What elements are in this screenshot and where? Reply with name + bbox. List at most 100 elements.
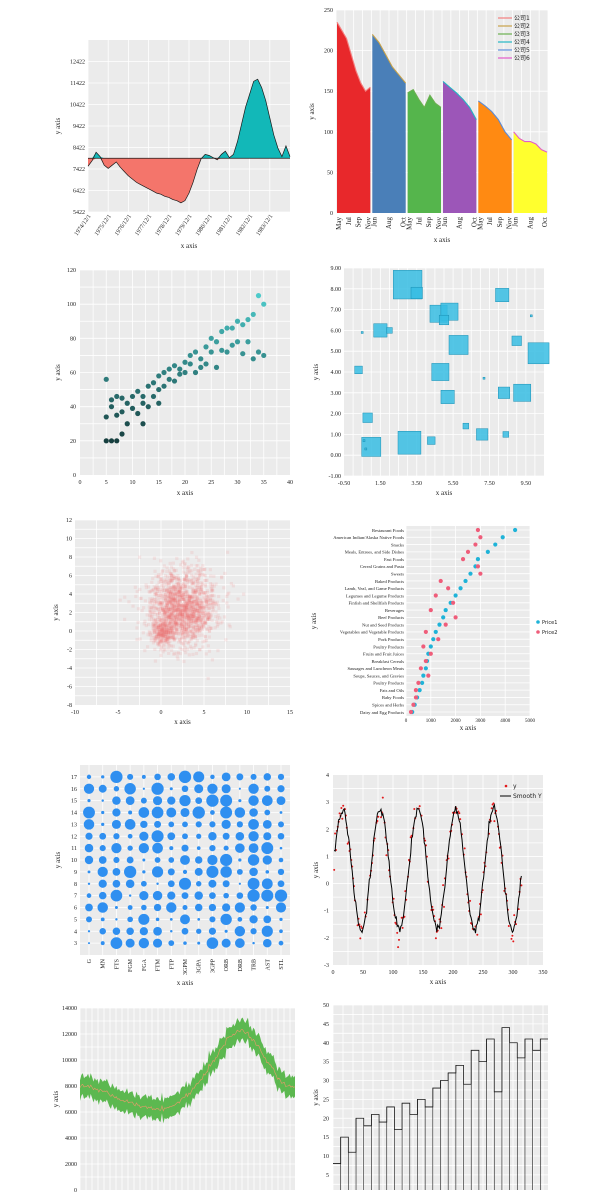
data-point [171, 606, 175, 610]
data-point [161, 621, 165, 626]
data-point [175, 600, 179, 604]
data-point [170, 625, 174, 629]
data-point [187, 598, 192, 602]
data-point [187, 625, 191, 629]
data-point [159, 596, 164, 600]
bubble [98, 891, 107, 900]
data-point [153, 639, 158, 643]
data-point [162, 627, 167, 632]
data-point [119, 409, 125, 415]
data-point [203, 361, 209, 367]
data-point [176, 631, 180, 635]
data-point [173, 601, 177, 605]
data-point [186, 614, 190, 619]
data-point [172, 596, 177, 600]
data-point [203, 574, 207, 578]
data-point [161, 369, 167, 376]
data-point [195, 587, 199, 592]
data-point [160, 633, 164, 638]
bubble [127, 916, 133, 923]
data-point [224, 349, 230, 355]
data-point [170, 627, 174, 631]
bubble [197, 941, 201, 945]
data-point [163, 638, 168, 642]
data-point [184, 599, 188, 603]
data-point [165, 569, 169, 574]
data-point [164, 595, 169, 599]
data-point [167, 615, 171, 619]
data-point [204, 600, 209, 605]
data-point [154, 592, 158, 596]
data-point [162, 639, 166, 643]
data-point [184, 625, 189, 629]
data-point [175, 608, 179, 612]
data-point [157, 635, 161, 639]
data-point [149, 589, 153, 593]
data-point [160, 631, 164, 635]
data-point [185, 604, 189, 608]
bubble [237, 916, 243, 922]
data-point [171, 613, 175, 617]
data-point [161, 612, 165, 617]
data-point [178, 646, 182, 650]
data-point [176, 585, 180, 589]
data-point [164, 631, 168, 635]
data-point [185, 647, 190, 651]
data-point [202, 615, 207, 619]
data-point [190, 592, 194, 596]
bubble [208, 903, 217, 912]
data-point [183, 648, 187, 652]
data-point [178, 593, 183, 597]
bubble [86, 916, 92, 923]
data-point [152, 585, 156, 589]
data-point [200, 625, 204, 629]
data-point [160, 606, 165, 610]
data-point [150, 631, 154, 635]
data-point [188, 624, 193, 628]
data-point [202, 592, 206, 596]
data-point [191, 581, 195, 585]
x-tick-label: 0 [332, 970, 335, 976]
data-point [173, 584, 177, 588]
bubble [154, 857, 161, 863]
data-point [168, 595, 172, 599]
data-point [191, 616, 195, 620]
bubble [87, 882, 91, 885]
data-point [191, 599, 195, 604]
bubble [261, 925, 273, 937]
data-point [157, 632, 161, 636]
data-point [207, 613, 211, 617]
data-point [190, 635, 195, 639]
data-point [190, 550, 194, 555]
data-point [359, 937, 362, 940]
data-point [169, 595, 173, 599]
data-point [201, 567, 205, 572]
x-tick-label: 30 [235, 480, 241, 486]
data-point [178, 608, 182, 612]
data-point [478, 535, 483, 540]
data-point [182, 592, 186, 596]
bubble [140, 820, 148, 829]
data-point [160, 600, 165, 604]
data-point [127, 600, 131, 604]
data-point [203, 584, 208, 588]
data-point [151, 604, 155, 608]
data-point [178, 602, 182, 606]
data-point [152, 556, 157, 560]
data-point [164, 615, 168, 619]
data-point [164, 632, 168, 636]
data-point [211, 608, 215, 612]
data-point [195, 609, 199, 613]
data-point [184, 608, 188, 612]
data-point [168, 600, 172, 604]
data-point [189, 601, 193, 605]
data-point [175, 632, 179, 636]
data-point [156, 373, 162, 379]
data-point [179, 585, 183, 589]
data-point [156, 632, 160, 636]
x-tick-label: 1974/12/1 [74, 214, 93, 237]
data-point [160, 628, 164, 633]
x-tick-label: 1982/12/1 [235, 214, 254, 237]
bubble [275, 902, 287, 913]
